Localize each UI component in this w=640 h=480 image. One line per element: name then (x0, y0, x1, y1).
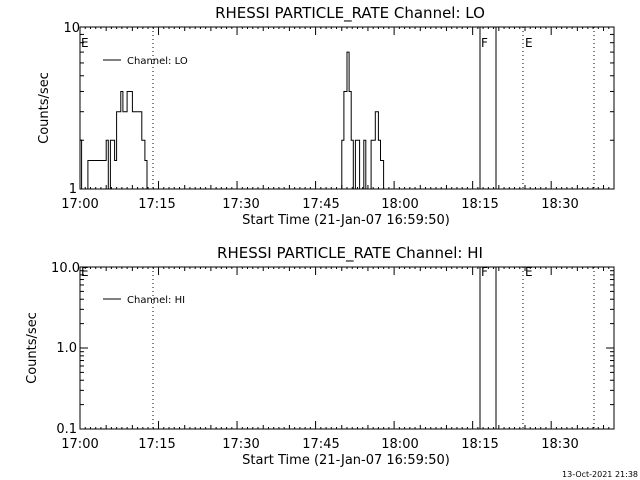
panel-lo-markers: E F E (81, 27, 595, 189)
panel-hi-x-tick-label: 17:15 (138, 437, 175, 452)
panel-lo-y-tick-labels: 1 10 (63, 21, 80, 197)
panel-hi-markers: E F E (81, 265, 595, 429)
panel-hi-marker-label: F (481, 265, 488, 279)
panel-lo: RHESSI PARTICLE_RATE Channel: LO 17:00 1… (37, 4, 615, 228)
panel-hi-x-tick-label: 17:45 (302, 437, 339, 452)
panel-hi-x-tick-label: 17:00 (61, 437, 98, 452)
panel-hi-y-axis-label: Counts/sec (25, 312, 40, 384)
panel-hi-x-tick-label: 18:15 (461, 437, 498, 452)
panel-lo-x-tick-labels: 17:00 17:15 17:30 17:45 18:00 18:15 18:3… (61, 197, 578, 212)
panel-lo-x-tick-label: 18:30 (541, 197, 578, 212)
panel-hi-y-tick-labels: 0.1 1.0 10.0 (51, 261, 80, 437)
panel-lo-x-tick-label: 17:45 (302, 197, 339, 212)
panel-hi-title: RHESSI PARTICLE_RATE Channel: HI (217, 244, 483, 263)
panel-lo-legend: Channel: LO (103, 56, 188, 67)
panel-hi-marker-label: E (525, 265, 533, 279)
panel-hi-marker-label: E (81, 265, 89, 279)
panel-lo-x-tick-label: 17:15 (138, 197, 175, 212)
panel-hi-legend: Channel: HI (103, 295, 185, 306)
panel-lo-y-tick-label: 10 (63, 21, 80, 36)
panel-hi-y-tick-label: 0.1 (56, 422, 77, 437)
panel-hi-x-tick-label: 18:00 (381, 437, 418, 452)
panel-lo-x-ticks (79, 27, 615, 189)
panel-lo-marker-label: F (481, 36, 488, 50)
panel-lo-y-tick-label: 1 (69, 182, 77, 197)
panel-hi-frame (79, 266, 615, 430)
panel-lo-frame (79, 26, 615, 190)
panel-hi-legend-label: Channel: HI (127, 295, 185, 306)
panel-lo-series-line (80, 51, 614, 190)
panel-hi-y-tick-label: 10.0 (51, 261, 80, 276)
plot-timestamp: 13-Oct-2021 21:38 (562, 470, 638, 479)
panel-lo-legend-label: Channel: LO (127, 56, 188, 67)
panel-hi-y-ticks (80, 266, 614, 430)
panel-lo-marker-label: E (81, 36, 89, 50)
panel-hi-x-tick-label: 18:30 (541, 437, 578, 452)
panel-lo-y-axis-label: Counts/sec (37, 72, 52, 144)
panel-hi-x-axis-label: Start Time (21-Jan-07 16:59:50) (242, 453, 450, 468)
panel-lo-y-ticks (80, 26, 614, 190)
panel-hi: RHESSI PARTICLE_RATE Channel: HI 17:00 1… (25, 244, 615, 468)
panel-lo-title: RHESSI PARTICLE_RATE Channel: LO (215, 4, 485, 23)
panel-hi-y-tick-label: 1.0 (56, 341, 77, 356)
panel-lo-x-tick-label: 18:00 (381, 197, 418, 212)
panel-hi-x-tick-label: 17:30 (222, 437, 259, 452)
panel-hi-x-tick-labels: 17:00 17:15 17:30 17:45 18:00 18:15 18:3… (61, 437, 578, 452)
panel-lo-x-tick-label: 18:15 (461, 197, 498, 212)
panel-lo-x-axis-label: Start Time (21-Jan-07 16:59:50) (242, 213, 450, 228)
panel-lo-marker-label: E (525, 36, 533, 50)
panel-hi-x-ticks (79, 267, 615, 429)
panel-lo-x-tick-label: 17:00 (61, 197, 98, 212)
panel-lo-x-tick-label: 17:30 (222, 197, 259, 212)
